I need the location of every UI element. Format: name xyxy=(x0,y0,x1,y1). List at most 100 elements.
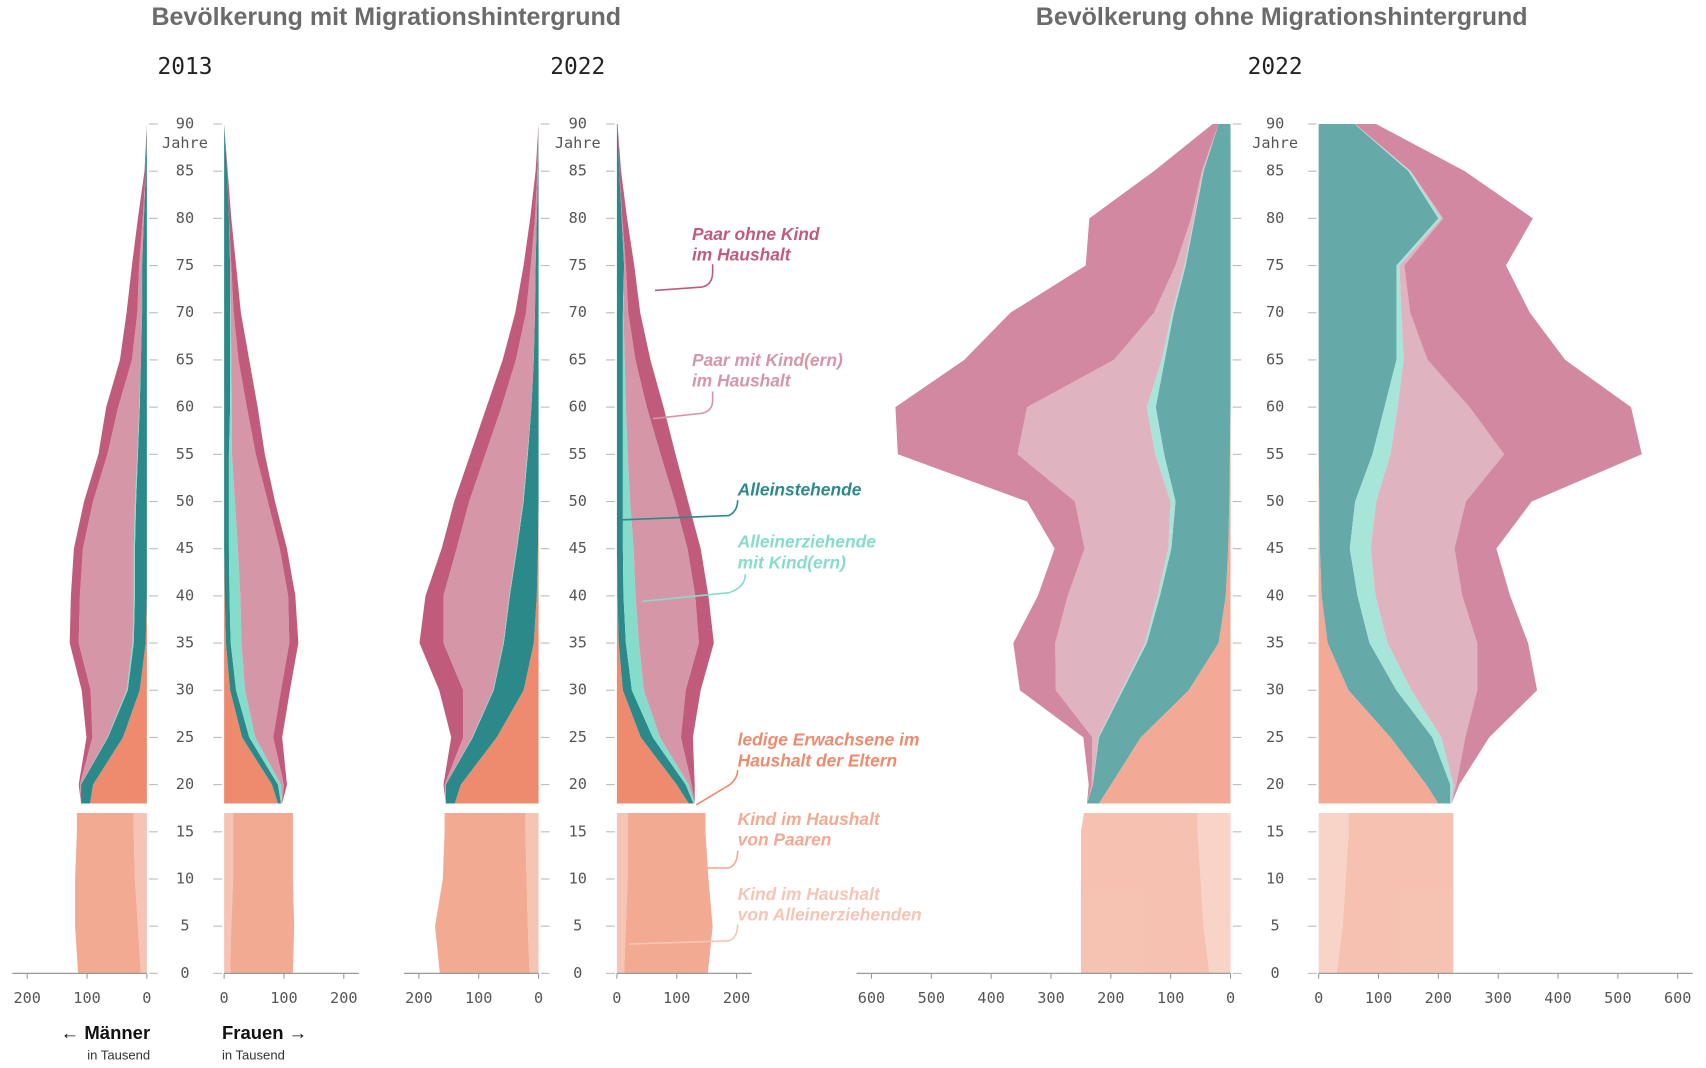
unit-label: in Tausend xyxy=(222,1047,285,1062)
age-tick-label: 50 xyxy=(569,492,587,510)
age-tick-label: 60 xyxy=(176,398,194,416)
leader xyxy=(654,264,714,292)
x-tick-label: 0 xyxy=(534,989,543,1007)
men-label: ← Männer xyxy=(61,1022,150,1043)
age-tick-label: 10 xyxy=(569,870,587,888)
pyramid xyxy=(895,123,1642,974)
age-tick-label: 10 xyxy=(1266,870,1284,888)
legend-line: Haushalt der Eltern xyxy=(738,750,898,770)
age-tick-label: 20 xyxy=(569,775,587,793)
age-tick-label: 55 xyxy=(569,445,587,463)
age-tick-label: 65 xyxy=(569,350,587,368)
x-tick-label: 0 xyxy=(1314,989,1323,1007)
age-tick-label: 40 xyxy=(176,586,194,604)
leader-lines xyxy=(622,264,747,945)
area-segment xyxy=(617,123,695,804)
area-segment xyxy=(616,812,628,974)
x-tick-label: 400 xyxy=(977,989,1005,1007)
age-tick-label: 10 xyxy=(176,870,194,888)
x-tick-label: 100 xyxy=(270,989,298,1007)
age-tick-label: 35 xyxy=(1266,634,1284,652)
area-segment xyxy=(1080,812,1210,974)
age-tick-label: 45 xyxy=(176,539,194,557)
x-tick-label: 200 xyxy=(1097,989,1125,1007)
area-segment xyxy=(1349,123,1454,804)
area-segment xyxy=(230,812,295,974)
group-title: Bevölkerung ohne Migrationshintergrund xyxy=(1036,3,1528,31)
x-tick-label: 200 xyxy=(13,989,41,1007)
age-tick-label: 70 xyxy=(176,303,194,321)
age-tick-label: 20 xyxy=(176,775,194,793)
area-segment xyxy=(224,123,283,804)
age-tick-label: 50 xyxy=(1266,492,1284,510)
age-tick-label: 80 xyxy=(1266,209,1284,227)
age-tick-label: 15 xyxy=(1266,822,1284,840)
age-tick-label: 80 xyxy=(569,209,587,227)
area-segment xyxy=(445,123,539,804)
age-unit: Jahre xyxy=(1252,134,1298,152)
x-tick-label: 100 xyxy=(465,989,493,1007)
area-segment xyxy=(454,123,539,804)
x-tick-label: 100 xyxy=(1157,989,1185,1007)
legend-label: Alleinerziehende mit Kind(ern) xyxy=(737,531,881,572)
x-tick-label: 500 xyxy=(1604,989,1632,1007)
legend-line: von Paaren xyxy=(738,829,832,849)
area-segment xyxy=(1336,812,1454,974)
area-segment xyxy=(617,123,699,804)
age-tick-label: 25 xyxy=(176,728,194,746)
x-tick-label: 600 xyxy=(1664,989,1692,1007)
age-tick-label: 0 xyxy=(1271,964,1280,982)
legend-line: mit Kind(ern) xyxy=(738,552,846,572)
area-segment xyxy=(224,123,278,804)
legend-label: ledige Erwachsene im Haushalt der Eltern xyxy=(738,729,925,770)
x-tick-label: 500 xyxy=(918,989,946,1007)
age-tick-label: 30 xyxy=(569,681,587,699)
age-tick-label: 85 xyxy=(1266,162,1284,180)
age-tick-label: 75 xyxy=(176,256,194,274)
leader xyxy=(707,850,739,869)
legend-line: Alleinstehende xyxy=(737,479,862,499)
age-tick-label: 65 xyxy=(1266,350,1284,368)
area-segment xyxy=(1355,123,1642,804)
age-tick-label: 75 xyxy=(569,256,587,274)
x-tick-label: 100 xyxy=(663,989,691,1007)
legend-line: Paar mit Kind(ern) xyxy=(692,350,848,370)
leader xyxy=(641,574,747,603)
age-tick-label: 40 xyxy=(1266,586,1284,604)
age-tick-label: 90 xyxy=(1266,114,1284,132)
leader xyxy=(695,769,739,806)
x-tick-label: 400 xyxy=(1544,989,1572,1007)
area-segment xyxy=(1318,812,1349,974)
age-tick-label: 90 xyxy=(176,114,194,132)
x-tick-label: 100 xyxy=(1365,989,1393,1007)
age-tick-label: 5 xyxy=(180,917,189,935)
age-tick-label: 25 xyxy=(1266,728,1284,746)
pyramid xyxy=(69,123,299,974)
age-tick-label: 40 xyxy=(569,586,587,604)
area-segment xyxy=(435,812,530,974)
age-tick-label: 85 xyxy=(569,162,587,180)
x-tick-label: 0 xyxy=(142,989,151,1007)
area-segment xyxy=(90,123,147,804)
x-tick-label: 0 xyxy=(1226,989,1235,1007)
x-tick-label: 600 xyxy=(858,989,886,1007)
area-segment xyxy=(1098,123,1231,804)
age-unit: Jahre xyxy=(555,134,601,152)
area-segment xyxy=(525,812,539,974)
x-tick-label: 0 xyxy=(612,989,621,1007)
age-tick-label: 0 xyxy=(180,964,189,982)
x-tick-label: 0 xyxy=(220,989,229,1007)
age-tick-label: 30 xyxy=(176,681,194,699)
area-segment xyxy=(1318,123,1451,804)
age-tick-label: 50 xyxy=(176,492,194,510)
age-tick-label: 35 xyxy=(176,634,194,652)
unit-label: in Tausend xyxy=(87,1047,150,1062)
area-segment xyxy=(1086,123,1231,804)
x-tick-label: 100 xyxy=(73,989,101,1007)
age-tick-label: 15 xyxy=(569,822,587,840)
area-segment xyxy=(617,123,714,804)
legend-line: Kind im Haushalt xyxy=(738,809,885,829)
legend-line: Alleinerziehende xyxy=(737,531,881,551)
x-tick-label: 200 xyxy=(723,989,751,1007)
age-tick-label: 25 xyxy=(569,728,587,746)
